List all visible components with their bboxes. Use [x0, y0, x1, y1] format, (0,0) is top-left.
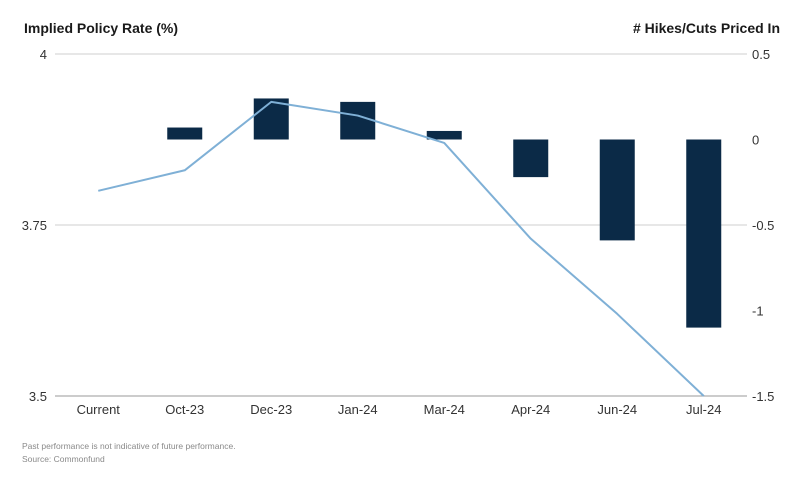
footnote-source: Source: Commonfund	[22, 454, 105, 464]
bar	[513, 139, 549, 178]
x-axis-labels: Current Oct-23 Dec-23 Jan-24 Mar-24 Apr-24 Jun…	[77, 402, 722, 417]
left-tick-label: 3.75	[22, 218, 47, 233]
gridlines	[55, 53, 747, 397]
x-tick-label: Oct-23	[165, 402, 204, 417]
bars	[167, 98, 722, 328]
right-axis-title: # Hikes/Cuts Priced In	[633, 20, 780, 36]
line-series	[98, 100, 705, 397]
x-tick-label: Jun-24	[597, 402, 637, 417]
line-path	[98, 100, 705, 397]
left-tick-label: 4	[40, 47, 47, 62]
bar	[686, 139, 722, 328]
bar	[340, 101, 376, 140]
x-tick-label: Dec-23	[250, 402, 292, 417]
right-tick-label: -0.5	[752, 218, 774, 233]
bar	[426, 130, 462, 140]
right-tick-label: -1	[752, 304, 764, 319]
x-tick-label: Jul-24	[686, 402, 721, 417]
right-tick-label: 0.5	[752, 47, 770, 62]
right-tick-label: 0	[752, 133, 759, 148]
bar	[167, 127, 203, 140]
right-axis-ticks: 0.5 0 -0.5 -1 -1.5	[752, 47, 774, 404]
right-tick-label: -1.5	[752, 389, 774, 404]
bar	[253, 98, 289, 140]
x-tick-label: Apr-24	[511, 402, 550, 417]
left-axis-title: Implied Policy Rate (%)	[24, 20, 178, 36]
x-tick-label: Mar-24	[424, 402, 465, 417]
left-tick-label: 3.5	[29, 389, 47, 404]
footnote-disclaimer: Past performance is not indicative of fu…	[22, 441, 236, 451]
x-tick-label: Jan-24	[338, 402, 378, 417]
left-axis-ticks: 4 3.75 3.5	[22, 47, 47, 404]
bar	[599, 139, 635, 241]
x-tick-label: Current	[77, 402, 121, 417]
